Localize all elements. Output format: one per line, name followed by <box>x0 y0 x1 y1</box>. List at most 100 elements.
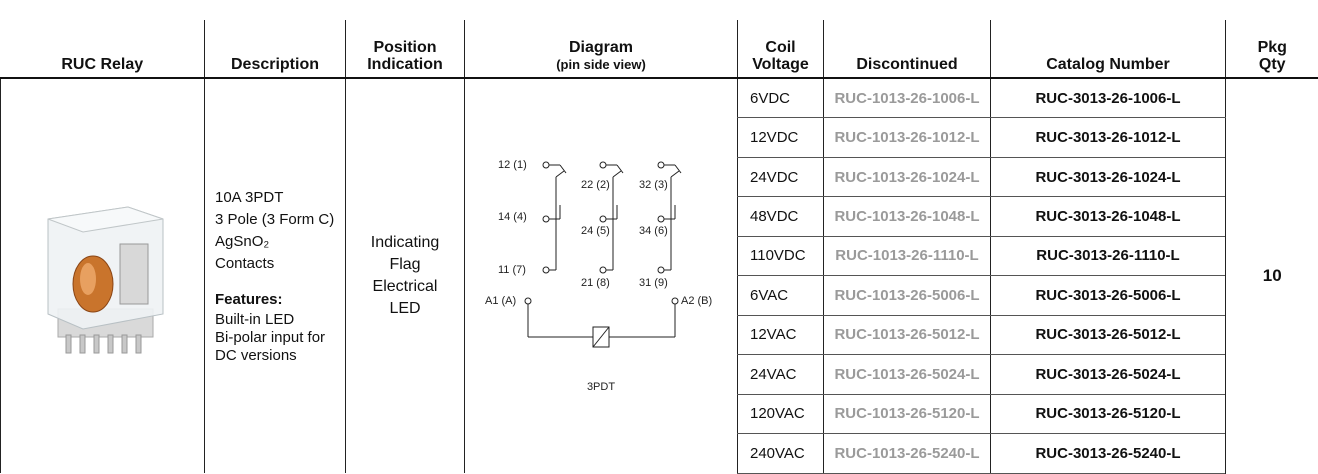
relay-pin <box>108 335 113 353</box>
diagram-terminal <box>658 162 664 168</box>
header-line: Position <box>348 39 462 56</box>
header-line: Diagram <box>467 39 735 56</box>
relay-pin <box>66 335 71 353</box>
feature-line: Bi-polar input for DC versions <box>215 329 345 365</box>
diagram-caption: 3PDT <box>587 381 615 393</box>
column-header: Discontinued <box>824 20 991 78</box>
coil-voltage: 6VDC <box>738 78 824 118</box>
column-header: RUC Relay <box>1 20 205 78</box>
catalog-number: RUC-3013-26-5024-L <box>991 355 1226 394</box>
column-header: Catalog Number <box>991 20 1226 78</box>
catalog-number: RUC-3013-26-1024-L <box>991 157 1226 196</box>
catalog-number: RUC-3013-26-5120-L <box>991 394 1226 433</box>
header-subtitle: (pin side view) <box>467 56 735 73</box>
discontinued-part: RUC-1013-26-5006-L <box>824 276 991 315</box>
coil-voltage: 6VAC <box>738 276 824 315</box>
pin-label: 22 (2) <box>581 179 610 191</box>
diagram-line <box>613 171 621 177</box>
coil-voltage: 48VDC <box>738 197 824 236</box>
catalog-number: RUC-3013-26-1048-L <box>991 197 1226 236</box>
relay-image <box>28 189 178 359</box>
pin-label: A1 (A) <box>485 295 516 307</box>
header-line: RUC Relay <box>3 56 203 73</box>
coil-voltage: 110VDC <box>738 236 824 275</box>
discontinued-part: RUC-1013-26-5240-L <box>824 433 991 473</box>
pin-label: 34 (6) <box>639 225 668 237</box>
diagram-terminal <box>543 216 549 222</box>
pin-label: 31 (9) <box>639 277 668 289</box>
feature-line: Built-in LED <box>215 311 345 329</box>
discontinued-part: RUC-1013-26-1024-L <box>824 157 991 196</box>
coil-voltage: 240VAC <box>738 433 824 473</box>
pin-label: 12 (1) <box>498 159 527 171</box>
header-line: Voltage <box>740 56 821 73</box>
catalog-number: RUC-3013-26-5006-L <box>991 276 1226 315</box>
diagram-terminal <box>543 162 549 168</box>
pin-label: 32 (3) <box>639 179 668 191</box>
wiring-diagram: 12 (1) 22 (2) 32 (3) 14 (4) 24 (5) 34 (6) 11 (… <box>465 79 737 469</box>
pin-label: 21 (8) <box>581 277 610 289</box>
pin-label: 24 (5) <box>581 225 610 237</box>
diagram-cell: 12 (1) 22 (2) 32 (3) 14 (4) 24 (5) 34 (6) 11 (… <box>465 78 738 473</box>
diagram-terminal <box>525 298 531 304</box>
diagram-terminal <box>658 216 664 222</box>
diagram-terminal <box>600 267 606 273</box>
diagram-terminal <box>600 162 606 168</box>
description-line: 10A 3PDT <box>215 187 345 209</box>
catalog-number: RUC-3013-26-1110-L <box>991 236 1226 275</box>
discontinued-part: RUC-1013-26-5120-L <box>824 394 991 433</box>
discontinued-part: RUC-1013-26-1110-L <box>824 236 991 275</box>
diagram-line <box>556 171 564 177</box>
relay-contacts <box>120 244 148 304</box>
discontinued-part: RUC-1013-26-1048-L <box>824 197 991 236</box>
position-line: LED <box>346 298 464 320</box>
pin-label: 11 (7) <box>498 264 526 276</box>
diagram-terminal <box>600 216 606 222</box>
discontinued-part: RUC-1013-26-5024-L <box>824 355 991 394</box>
relay-pin <box>94 335 99 353</box>
header-line: Description <box>207 56 343 73</box>
coil-voltage: 24VDC <box>738 157 824 196</box>
diagram-line <box>671 171 679 177</box>
column-header: Description <box>205 20 346 78</box>
relay-coil-shine <box>80 263 96 295</box>
catalog-number: RUC-3013-26-1006-L <box>991 78 1226 118</box>
description-line: Contacts <box>215 253 345 275</box>
discontinued-part: RUC-1013-26-1012-L <box>824 118 991 157</box>
discontinued-part: RUC-1013-26-1006-L <box>824 78 991 118</box>
coil-voltage: 120VAC <box>738 394 824 433</box>
coil-voltage: 24VAC <box>738 355 824 394</box>
product-image-cell <box>1 78 205 473</box>
pin-label: 14 (4) <box>498 211 527 223</box>
pin-label: A2 (B) <box>681 295 712 307</box>
diagram-terminal <box>543 267 549 273</box>
position-line: Electrical <box>346 276 464 298</box>
column-header: Diagram(pin side view) <box>465 20 738 78</box>
header-line: Catalog Number <box>993 56 1223 73</box>
description-line: 3 Pole (3 Form C) <box>215 209 345 231</box>
description-line: AgSnO₂ <box>215 231 345 253</box>
package-quantity: 10 <box>1226 78 1318 473</box>
diagram-terminal <box>658 267 664 273</box>
catalog-number: RUC-3013-26-5012-L <box>991 315 1226 354</box>
catalog-number: RUC-3013-26-1012-L <box>991 118 1226 157</box>
position-line: Indicating <box>346 232 464 254</box>
catalog-number: RUC-3013-26-5240-L <box>991 433 1226 473</box>
discontinued-part: RUC-1013-26-5012-L <box>824 315 991 354</box>
header-line: Pkg <box>1228 39 1317 56</box>
relay-pin <box>136 335 141 353</box>
header-line: Discontinued <box>826 56 988 73</box>
relay-pin <box>122 335 127 353</box>
coil-voltage: 12VDC <box>738 118 824 157</box>
header-line: Qty <box>1228 56 1317 73</box>
relay-pin <box>80 335 85 353</box>
